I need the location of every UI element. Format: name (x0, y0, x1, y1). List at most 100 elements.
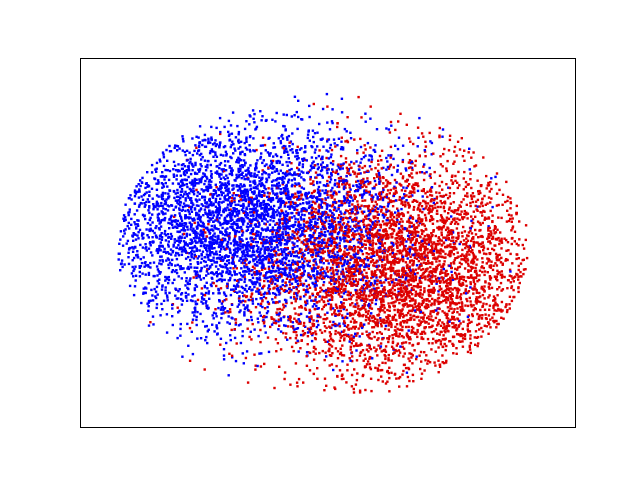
scatter-point-blue (202, 237, 205, 240)
scatter-point-blue (240, 192, 243, 195)
scatter-point-blue (284, 145, 287, 148)
scatter-point-blue (225, 271, 228, 274)
scatter-point-blue (262, 159, 265, 162)
scatter-point-blue (323, 246, 326, 249)
scatter-point-blue (239, 256, 242, 260)
scatter-point-red (373, 272, 377, 275)
scatter-point-red (300, 306, 304, 309)
scatter-point-red (417, 259, 420, 263)
scatter-point-blue (190, 210, 194, 213)
scatter-point-red (467, 314, 471, 317)
scatter-point-red (447, 309, 451, 313)
scatter-point-blue (259, 255, 263, 258)
scatter-point-blue (335, 265, 339, 268)
scatter-point-blue (410, 166, 414, 170)
scatter-point-red (335, 263, 338, 266)
scatter-point-blue (349, 188, 352, 191)
scatter-point-red (433, 288, 436, 292)
scatter-point-blue (192, 184, 195, 188)
scatter-point-red (376, 323, 379, 326)
scatter-point-blue (214, 144, 218, 148)
scatter-point-red (344, 246, 347, 250)
scatter-point-blue (252, 249, 255, 252)
scatter-point-red (430, 244, 433, 248)
scatter-point-red (354, 246, 357, 249)
scatter-point-blue (231, 356, 234, 359)
scatter-point-blue (316, 173, 319, 177)
scatter-point-blue (423, 163, 426, 166)
scatter-point-red (461, 327, 464, 331)
scatter-point-red (423, 247, 427, 250)
scatter-point-red (329, 303, 333, 306)
scatter-point-red (252, 237, 255, 241)
scatter-point-red (361, 166, 364, 170)
scatter-point-blue (354, 288, 357, 292)
scatter-point-red (410, 356, 413, 359)
scatter-point-blue (444, 238, 448, 242)
scatter-point-blue (228, 196, 231, 199)
scatter-point-blue (214, 235, 217, 238)
scatter-point-blue (245, 148, 249, 151)
scatter-point-blue (273, 239, 276, 243)
scatter-point-blue (154, 205, 157, 209)
scatter-point-red (381, 263, 384, 267)
scatter-point-red (444, 298, 448, 301)
scatter-point-red (314, 171, 318, 174)
scatter-point-blue (249, 150, 252, 153)
scatter-point-red (361, 332, 364, 335)
scatter-point-blue (135, 254, 138, 257)
scatter-point-blue (338, 190, 341, 194)
scatter-point-red (468, 253, 471, 256)
scatter-point-red (318, 149, 321, 152)
scatter-point-blue (262, 240, 265, 243)
scatter-point-blue (164, 279, 167, 282)
scatter-point-red (389, 145, 393, 149)
scatter-point-blue (374, 302, 377, 306)
scatter-point-blue (279, 155, 283, 159)
scatter-point-red (426, 362, 429, 365)
scatter-point-red (350, 257, 353, 260)
scatter-point-red (347, 264, 350, 268)
scatter-point-red (396, 310, 400, 314)
scatter-point-red (314, 352, 317, 355)
scatter-point-red (340, 284, 344, 287)
scatter-point-blue (287, 259, 291, 263)
scatter-point-red (350, 334, 353, 337)
scatter-point-blue (168, 291, 171, 295)
scatter-point-red (389, 291, 393, 294)
scatter-point-blue (205, 300, 208, 303)
scatter-point-red (399, 281, 402, 284)
scatter-point-red (474, 276, 478, 280)
scatter-point-blue (418, 116, 421, 120)
scatter-point-red (382, 309, 385, 312)
scatter-point-red (285, 277, 289, 280)
scatter-point-red (402, 341, 405, 344)
scatter-point-blue (302, 295, 306, 298)
scatter-point-blue (255, 194, 258, 197)
scatter-point-red (455, 329, 458, 332)
scatter-point-red (402, 369, 405, 373)
scatter-point-red (401, 175, 405, 178)
scatter-point-blue (256, 205, 259, 208)
scatter-point-red (254, 273, 257, 276)
scatter-point-blue (168, 252, 171, 255)
scatter-point-red (372, 296, 376, 299)
scatter-point-red (356, 332, 359, 335)
scatter-point-blue (199, 337, 203, 340)
scatter-point-red (460, 262, 463, 266)
scatter-point-blue (167, 278, 171, 282)
scatter-point-blue (210, 136, 213, 139)
scatter-point-blue (330, 153, 333, 156)
scatter-point-blue (185, 277, 188, 280)
scatter-point-blue (219, 223, 222, 227)
scatter-point-blue (237, 212, 241, 215)
scatter-point-red (331, 279, 334, 282)
scatter-point-red (312, 299, 315, 302)
scatter-point-blue (343, 240, 346, 243)
scatter-point-red (509, 217, 512, 221)
scatter-point-blue (375, 298, 378, 302)
scatter-point-blue (218, 201, 221, 204)
scatter-point-blue (203, 246, 207, 249)
scatter-point-blue (265, 177, 268, 180)
scatter-point-blue (355, 349, 358, 352)
